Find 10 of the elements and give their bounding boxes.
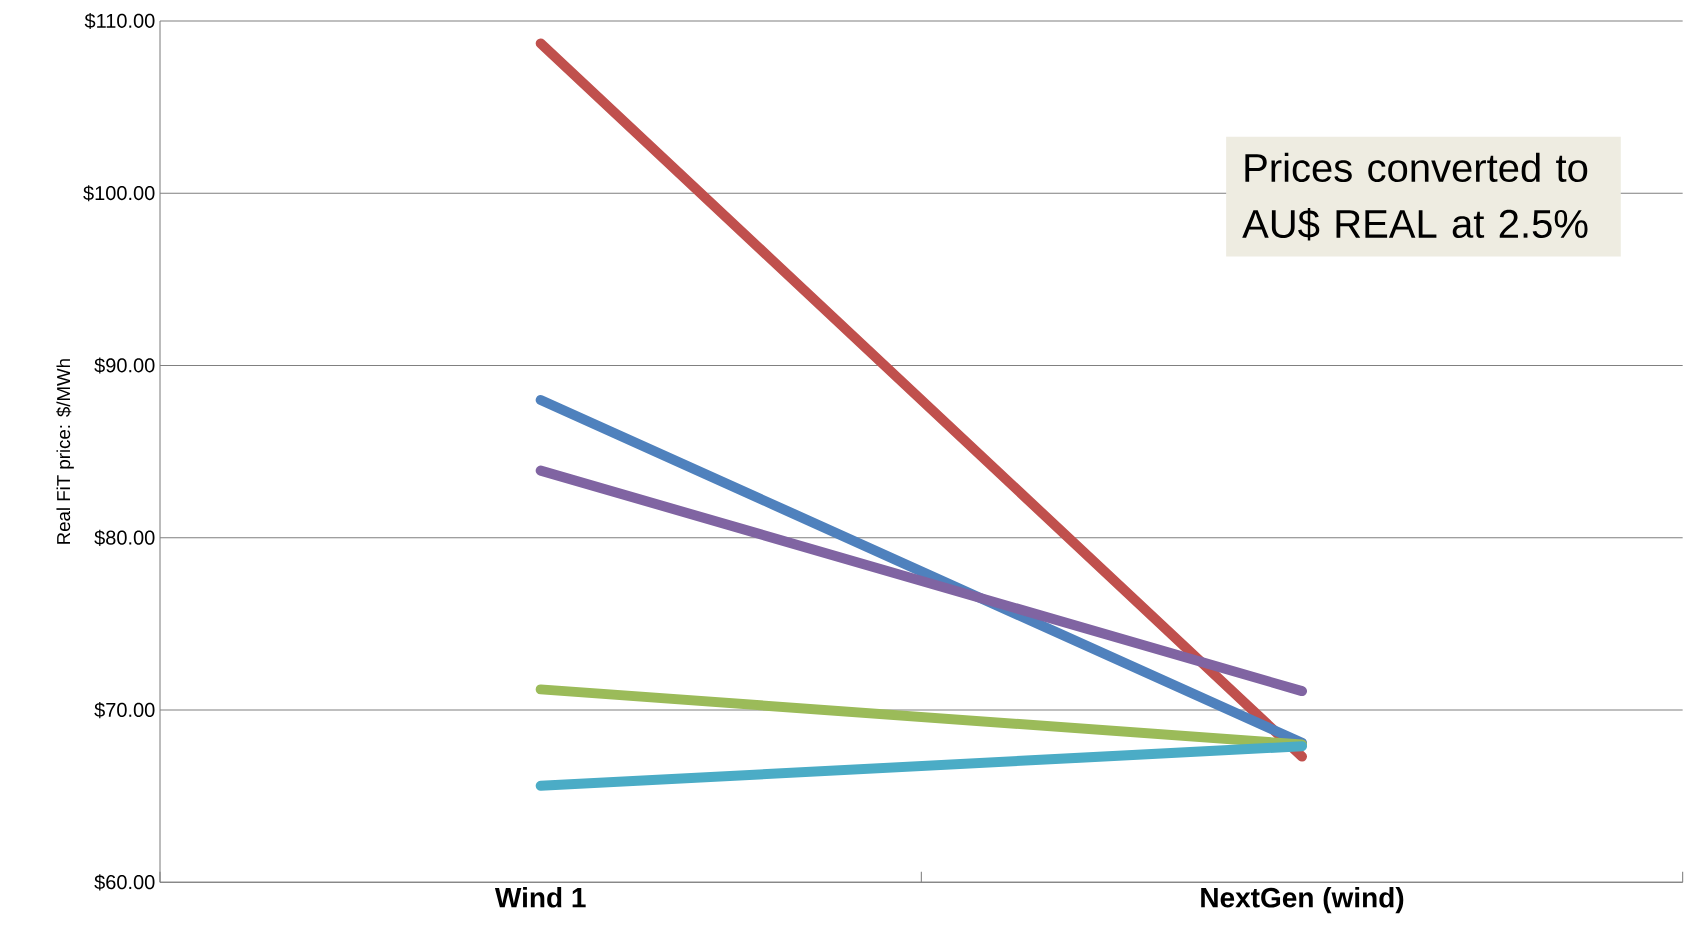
x-tick-label: NextGen (wind) (1201, 887, 1404, 914)
y-tick-label: $70.00 (94, 701, 155, 719)
y-tick-label: $80.00 (94, 529, 155, 546)
y-tick-label: $100.00 (83, 185, 155, 202)
y-axis-title: Real FiT price: $/MWh (56, 359, 74, 544)
y-tick-label: $90.00 (94, 357, 155, 374)
y-tick-label: $60.00 (94, 874, 155, 891)
annotation: Prices converted to AU$ REAL at 2.5% (1242, 152, 1588, 241)
x-tick-label: Wind 1 (494, 887, 586, 908)
y-tick-label: $110.00 (84, 12, 155, 30)
